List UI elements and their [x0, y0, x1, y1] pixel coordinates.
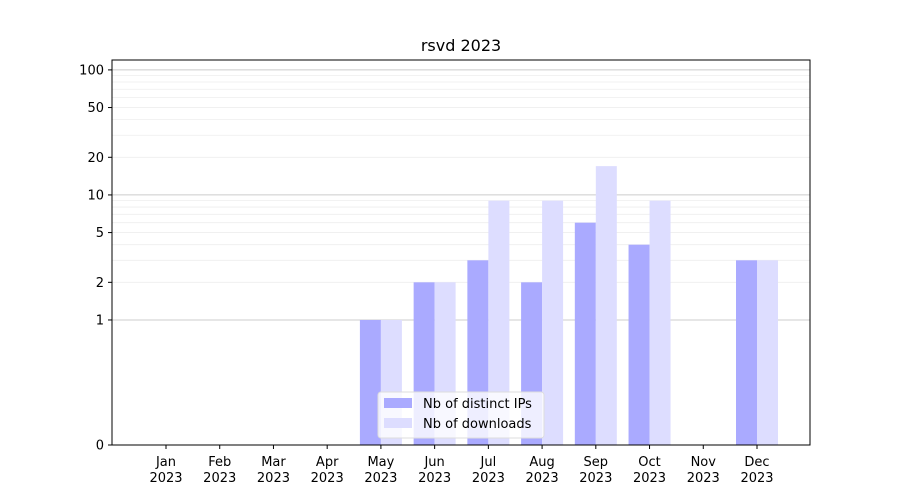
y-axis: 0 1 2 5 10 20 50 100 [79, 63, 112, 454]
x-tick-label-month: Feb [208, 455, 231, 470]
grid-lines [112, 69, 810, 321]
legend-swatch [384, 418, 412, 428]
x-tick-label-month: Aug [529, 455, 554, 470]
y-tick-label: 1 [96, 313, 104, 328]
bar-distinct-ips [359, 319, 381, 445]
x-tick-label-month: Mar [261, 455, 286, 470]
bar-distinct-ips [736, 260, 757, 445]
x-tick-label-month: Dec [744, 455, 769, 470]
legend-box [377, 391, 545, 439]
x-tick-label-year: 2023 [149, 471, 182, 486]
y-tick-label: 100 [79, 63, 104, 78]
y-tick-label: 10 [87, 188, 104, 203]
bar-downloads [542, 200, 564, 445]
x-tick-label-year: 2023 [364, 471, 397, 486]
x-tick-label-year: 2023 [633, 471, 666, 486]
bar-distinct-ips [574, 222, 596, 445]
x-tick-label-month: Sep [584, 455, 609, 470]
y-tick-label: 0 [96, 439, 104, 454]
bar-downloads [757, 260, 778, 445]
legend-label: Nb of downloads [423, 417, 532, 432]
y-tick-label: 50 [87, 101, 104, 116]
legend: Nb of distinct IPs Nb of downloads [377, 391, 545, 439]
x-tick-label-year: 2023 [418, 471, 451, 486]
x-tick-label-year: 2023 [740, 471, 773, 486]
x-tick-label-year: 2023 [579, 471, 612, 486]
x-tick-label-month: Apr [316, 455, 339, 470]
x-tick-label-year: 2023 [311, 471, 344, 486]
y-tick-label: 20 [87, 151, 104, 166]
x-tick-label-month: Oct [638, 455, 660, 470]
x-axis: Jan2023Feb2023Mar2023Apr2023May2023Jun20… [149, 445, 774, 486]
x-tick-label-month: Nov [691, 455, 717, 470]
bar-downloads [595, 166, 617, 445]
x-tick-label-month: Jan [155, 455, 176, 470]
x-tick-label-year: 2023 [687, 471, 720, 486]
legend-label: Nb of distinct IPs [423, 397, 532, 412]
x-tick-label-month: Jun [423, 455, 444, 470]
bar-downloads [488, 200, 510, 445]
x-tick-label-year: 2023 [472, 471, 505, 486]
x-tick-label-year: 2023 [203, 471, 236, 486]
chart-title: rsvd 2023 [421, 36, 501, 55]
bar-downloads [649, 200, 671, 445]
y-tick-label: 5 [96, 226, 104, 241]
x-tick-label-month: May [367, 455, 394, 470]
x-tick-label-month: Jul [480, 455, 497, 470]
x-tick-label-year: 2023 [257, 471, 290, 486]
bar-distinct-ips [628, 244, 650, 445]
x-tick-label-year: 2023 [526, 471, 559, 486]
legend-swatch [384, 398, 412, 408]
plot-area [111, 59, 811, 446]
y-tick-label: 2 [96, 276, 104, 291]
